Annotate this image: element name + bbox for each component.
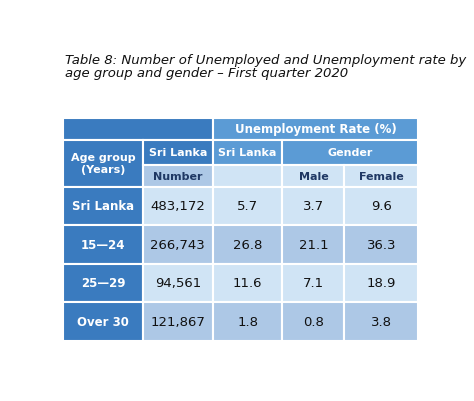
Bar [63,140,143,187]
Text: 11.6: 11.6 [233,277,262,290]
Text: 36.3: 36.3 [366,238,396,251]
Bar [143,140,213,166]
Text: Over 30: Over 30 [77,315,129,328]
Bar [283,264,345,302]
Bar [143,166,213,187]
Text: 3.8: 3.8 [371,315,392,328]
Bar [345,302,418,341]
Bar [213,187,283,225]
Text: Sri Lanka: Sri Lanka [72,200,134,213]
Text: 26.8: 26.8 [233,238,262,251]
Text: 483,172: 483,172 [150,200,205,213]
Bar [213,119,418,140]
Text: 18.9: 18.9 [366,277,396,290]
Bar [63,302,143,341]
Text: 5.7: 5.7 [237,200,258,213]
Text: 9.6: 9.6 [371,200,392,213]
Text: Male: Male [299,171,328,181]
Bar [345,166,418,187]
Bar [283,187,345,225]
Text: Female: Female [359,171,404,181]
Bar [213,225,283,264]
Text: Age group
(Years): Age group (Years) [71,153,136,174]
Text: Sri Lanka: Sri Lanka [219,148,277,158]
Text: 21.1: 21.1 [299,238,328,251]
Text: Number: Number [153,171,202,181]
Bar [213,166,283,187]
Bar [283,302,345,341]
Bar [213,302,283,341]
Bar [283,166,345,187]
Bar [63,187,143,225]
Text: 3.7: 3.7 [303,200,324,213]
Bar [143,264,213,302]
Text: Gender: Gender [328,148,373,158]
Bar [345,225,418,264]
Bar [63,225,143,264]
Text: Sri Lanka: Sri Lanka [149,148,207,158]
Text: 266,743: 266,743 [150,238,205,251]
Bar [345,187,418,225]
Bar [63,119,213,140]
Bar [143,302,213,341]
Text: 121,867: 121,867 [150,315,205,328]
Text: 25—29: 25—29 [81,277,125,290]
Bar [63,264,143,302]
Text: 15—24: 15—24 [81,238,125,251]
Bar [213,140,283,166]
Bar [213,264,283,302]
Text: 94,561: 94,561 [155,277,201,290]
Bar [283,140,418,166]
Bar [283,225,345,264]
Bar [143,225,213,264]
Text: Table 8: Number of Unemployed and Unemployment rate by: Table 8: Number of Unemployed and Unempl… [65,53,467,67]
Text: Unemployment Rate (%): Unemployment Rate (%) [235,123,396,136]
Text: 0.8: 0.8 [303,315,324,328]
Bar [143,187,213,225]
Text: 7.1: 7.1 [303,277,324,290]
Bar [345,264,418,302]
Text: age group and gender – First quarter 2020: age group and gender – First quarter 202… [65,67,348,80]
Text: 1.8: 1.8 [237,315,258,328]
